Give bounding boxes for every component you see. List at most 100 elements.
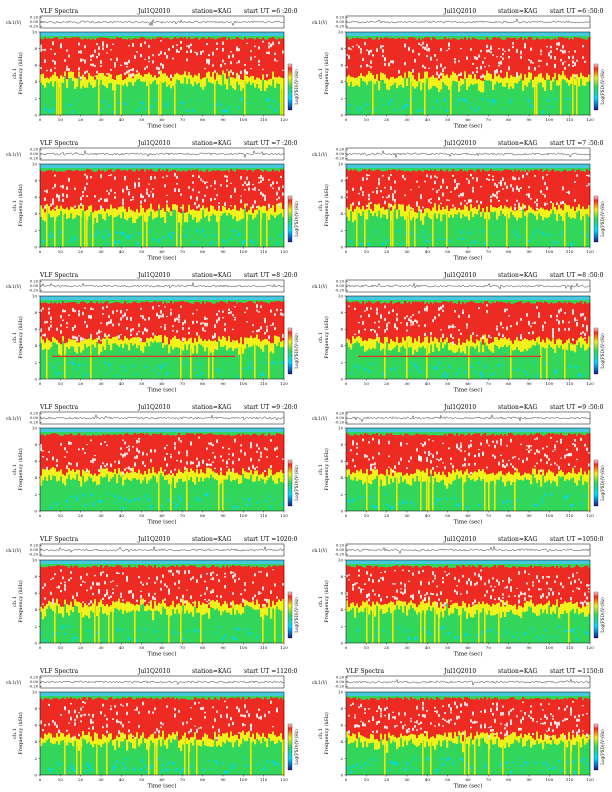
band-red (208, 302, 211, 340)
band-yellow (420, 212, 423, 221)
speckle-white (204, 194, 207, 197)
speckle-white (180, 41, 183, 44)
band-yellow (496, 473, 499, 480)
speckle-cyan (150, 104, 153, 109)
band-yellow (466, 339, 469, 346)
band-red (350, 169, 353, 205)
band-red (112, 38, 115, 80)
speckle-white (82, 580, 85, 583)
band-red (566, 37, 569, 79)
band-yellow (444, 339, 447, 345)
band-red (206, 301, 209, 342)
spike (392, 205, 394, 247)
band-red (260, 566, 263, 609)
speckle-white (350, 449, 353, 452)
speckle-white (216, 194, 219, 197)
band-yellow (358, 207, 361, 214)
band-red (440, 435, 443, 476)
band-red (588, 433, 591, 471)
speckle-cyan (360, 242, 363, 246)
band-red (508, 301, 511, 339)
band-red (510, 38, 513, 76)
band-red (528, 37, 531, 73)
speckle-white (204, 598, 207, 601)
speckle-white (46, 458, 49, 461)
speckle-cyan (60, 230, 63, 234)
band-yellow (42, 468, 45, 481)
band-yellow (382, 474, 385, 487)
speckle-white (460, 444, 463, 449)
band-yellow (250, 76, 253, 86)
speckle-white (502, 177, 505, 181)
speckle-cyan (74, 236, 77, 240)
speckle-white (404, 316, 407, 320)
speckle-white (394, 326, 397, 329)
band-red (366, 38, 369, 75)
band-red (174, 435, 177, 477)
band-yellow (154, 75, 157, 80)
speckle-white (98, 589, 101, 593)
band-red (262, 433, 265, 473)
band-yellow (144, 471, 147, 478)
speckle-white (534, 175, 537, 177)
band-red (276, 39, 279, 78)
band-yellow (562, 71, 565, 79)
speckle-cyan (388, 101, 391, 106)
speckle-cyan (512, 505, 515, 508)
speckle-white (240, 444, 243, 447)
band-red (370, 435, 373, 475)
speckle-white (246, 321, 249, 323)
x-tick-label: 110 (260, 249, 268, 254)
speckle-white (54, 52, 57, 56)
band-red (44, 567, 47, 606)
band-red (40, 566, 43, 607)
band-yellow (92, 76, 95, 89)
band-yellow (132, 604, 135, 611)
band-yellow (582, 75, 585, 86)
y-tick-label: 2 (340, 360, 343, 365)
speckle-white (136, 51, 139, 53)
band-yellow (572, 206, 575, 218)
band-red (498, 302, 501, 341)
spike (222, 475, 224, 511)
band-red (90, 435, 93, 474)
speckle-white (140, 581, 143, 584)
band-yellow (500, 471, 503, 477)
band-red (538, 302, 541, 337)
speckle-white (118, 323, 121, 326)
band-red (184, 435, 187, 471)
band-red (108, 434, 111, 472)
speckle-white (186, 50, 189, 53)
band-red (500, 434, 503, 472)
speckle-white (276, 455, 279, 458)
speckle-cyan (82, 372, 85, 375)
speckle-cyan (446, 374, 449, 378)
speckle-cyan (386, 504, 389, 507)
y-tick-label: 6 (34, 63, 37, 68)
speckle-white (572, 65, 575, 67)
band-red (512, 37, 515, 77)
band-yellow (242, 607, 245, 613)
speckle-white (472, 71, 475, 74)
band-red (514, 37, 517, 78)
speckle-white (574, 443, 577, 448)
band-yellow (108, 73, 111, 84)
band-red (172, 303, 175, 338)
speckle-cyan (532, 232, 535, 235)
band-red (392, 169, 395, 206)
band-yellow (64, 599, 67, 605)
panel-title: VLF Spectra (40, 140, 79, 147)
speckle-white (234, 306, 237, 308)
band-yellow (40, 74, 43, 83)
speckle-white (86, 573, 89, 576)
speckle-white (480, 65, 483, 70)
band-red (236, 169, 239, 211)
speckle-white (188, 327, 191, 330)
spectrogram-panel: Jul1Q2010 station=KAG start UT =6 :50:0 0.2… (306, 2, 612, 132)
band-yellow (474, 74, 477, 84)
colorbar-label: Log(PSD)(V²/Hz) (600, 333, 605, 369)
speckle-white (114, 196, 117, 199)
band-yellow (520, 73, 523, 79)
band-yellow (500, 205, 503, 211)
spike (142, 208, 144, 247)
